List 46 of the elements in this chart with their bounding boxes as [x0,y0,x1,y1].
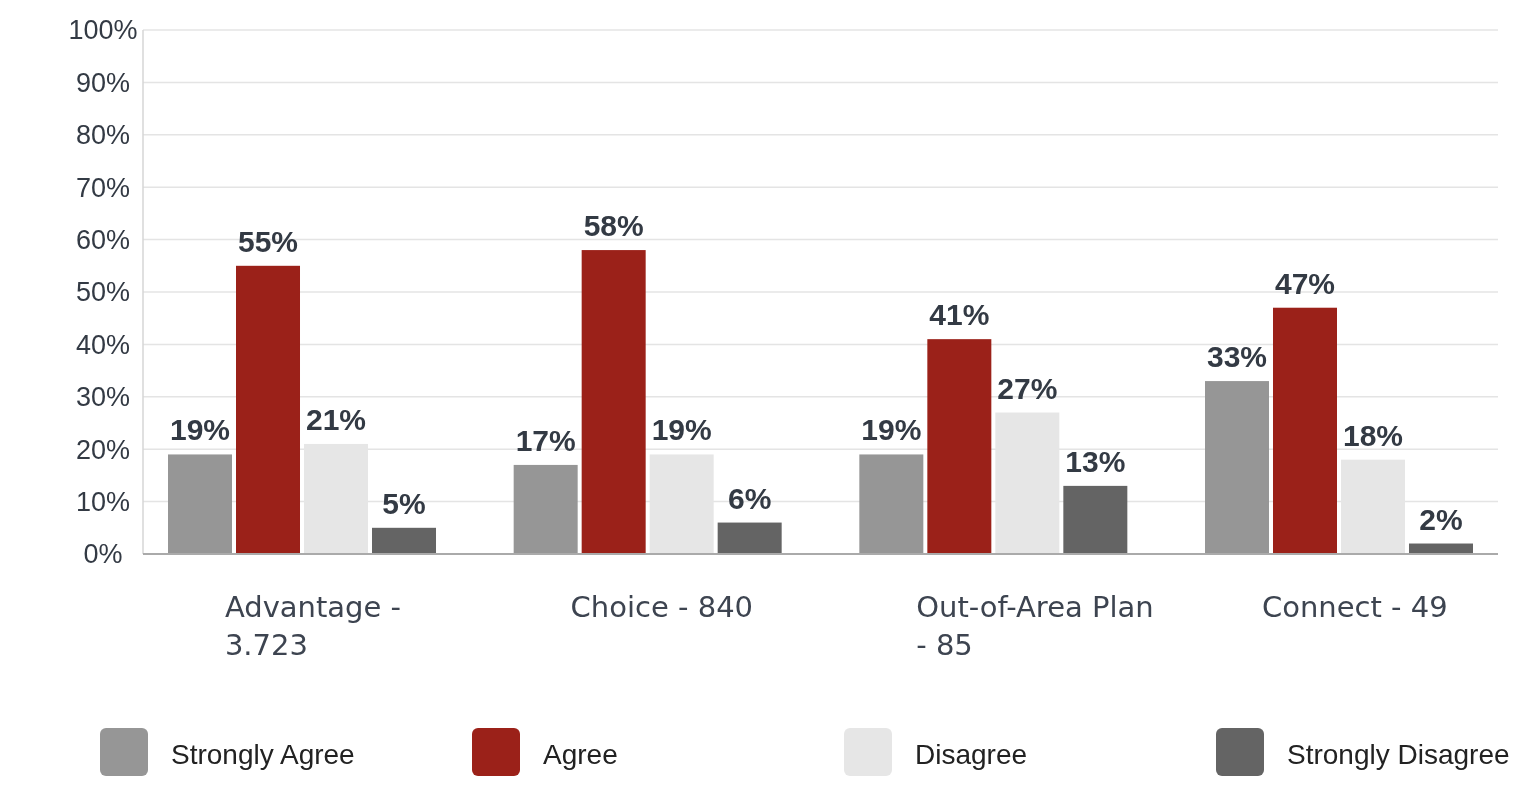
y-tick-label: 60% [75,225,131,256]
data-label: 5% [382,486,426,520]
bar [236,265,301,554]
y-tick-label: 20% [75,434,131,465]
data-label: 2% [1419,502,1463,536]
y-tick-label: 50% [75,277,131,308]
legend-label: Strongly Disagree [1287,738,1510,770]
data-label: 41% [929,298,990,332]
bar [927,339,992,554]
y-tick-label: 70% [75,172,131,203]
bar [1272,307,1337,554]
y-tick-label: 10% [75,487,131,518]
data-label: 58% [583,209,644,243]
legend-label: Strongly Agree [171,738,355,770]
bar [859,454,924,554]
x-tick-label: Choice - 840 [570,590,754,624]
data-label: 13% [1065,444,1126,478]
data-label: 19% [169,413,231,447]
data-label: 18% [1342,418,1404,452]
data-label: 55% [237,224,299,258]
data-label: 33% [1206,340,1268,374]
bar [372,527,437,554]
data-label: 17% [515,423,576,457]
bar [1204,381,1269,554]
y-tick-label: 100% [68,15,138,46]
bar [168,454,233,554]
data-label: 27% [997,371,1058,405]
data-label: 19% [651,413,712,447]
bar [513,464,578,554]
y-tick-label: 80% [75,120,131,151]
x-tick-label: Connect - 49 [1261,590,1448,624]
y-tick-label: 0% [83,539,123,570]
y-tick-label: 40% [75,329,131,360]
bar [581,250,646,554]
x-tick-label: Advantage - 3.723 [224,590,402,662]
bar [1063,485,1128,554]
bar [717,522,782,554]
data-label: 6% [727,481,772,515]
legend-label: Agree [543,738,618,770]
y-tick-label: 90% [75,67,131,98]
y-tick-label: 30% [75,382,131,413]
data-label: 19% [861,413,922,447]
data-label: 47% [1274,266,1336,300]
legend-label: Disagree [915,738,1028,770]
x-tick-label: Out-of-Area Plan - 85 [916,590,1154,662]
data-label: 21% [305,402,367,436]
